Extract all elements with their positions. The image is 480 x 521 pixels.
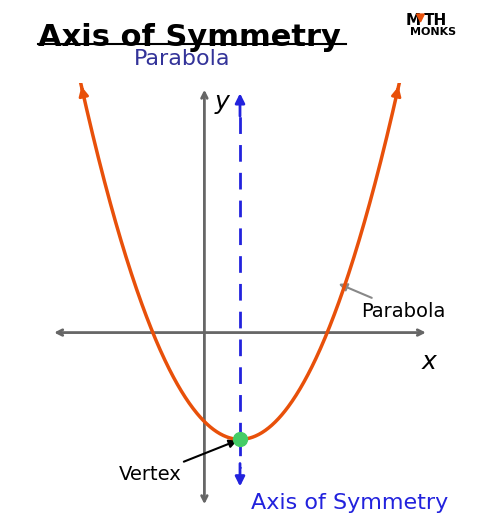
Text: Axis of Symmetry: Axis of Symmetry	[251, 493, 448, 513]
Text: x: x	[421, 351, 436, 375]
Text: TH: TH	[424, 13, 447, 28]
Text: y: y	[215, 91, 230, 115]
Text: MONKS: MONKS	[410, 27, 456, 37]
Text: Vertex: Vertex	[119, 441, 235, 485]
Text: M: M	[406, 13, 421, 28]
Text: Axis of Symmetry: Axis of Symmetry	[38, 23, 341, 53]
Text: Parabola: Parabola	[341, 284, 445, 321]
Text: Parabola: Parabola	[134, 49, 231, 69]
